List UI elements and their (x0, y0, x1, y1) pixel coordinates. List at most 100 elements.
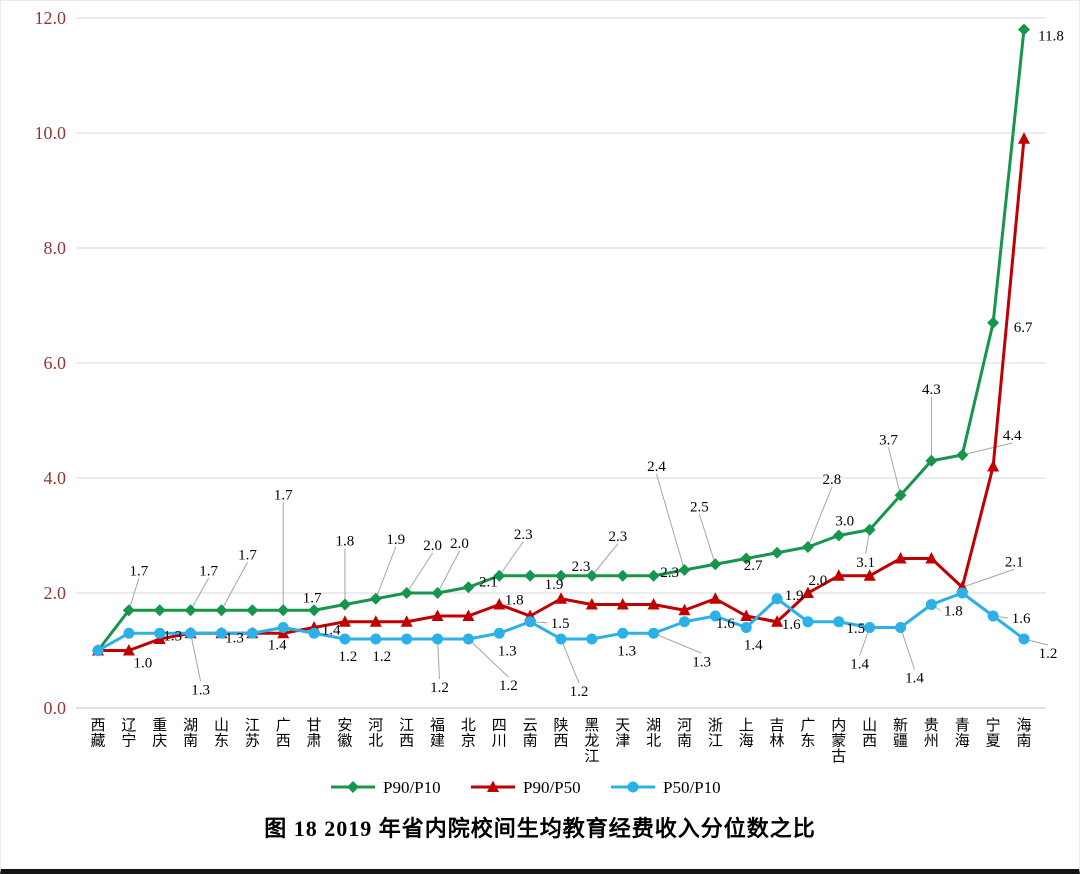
x-tick-label: 吉林 (770, 717, 785, 750)
x-tick-label: 广东 (800, 717, 815, 750)
data-label: 1.3 (617, 643, 636, 659)
data-label: 1.2 (339, 649, 358, 665)
data-label: 2.3 (572, 559, 591, 575)
data-label: 2.3 (660, 565, 679, 581)
label-leader-lines (128, 396, 1049, 684)
data-label: 1.8 (944, 604, 963, 620)
data-label: 2.0 (423, 538, 442, 554)
x-tick-label: 天津 (615, 718, 630, 750)
data-label: 1.9 (785, 588, 804, 604)
x-tick-label: 上海 (739, 717, 754, 750)
data-label: 1.7 (199, 563, 218, 579)
data-label: 1.6 (782, 617, 801, 633)
y-tick-label: 4.0 (44, 468, 67, 488)
data-label: 2.3 (608, 529, 627, 545)
x-tick-label: 河南 (677, 717, 692, 750)
series-p90-p10 (92, 23, 1030, 657)
data-label: 1.7 (129, 563, 148, 579)
data-label: 4.3 (922, 382, 941, 398)
x-tick-label: 甘肃 (307, 717, 322, 750)
data-label: 1.4 (850, 657, 869, 673)
data-label: 1.3 (225, 630, 244, 646)
data-label: 6.7 (1014, 320, 1033, 336)
data-label: 2.1 (479, 574, 498, 590)
x-tick-label: 新疆 (893, 717, 908, 750)
chart-legend: P90/P10 P90/P50 P50/P10 (331, 778, 721, 797)
x-tick-label: 云南 (523, 718, 538, 750)
data-label: 1.4 (744, 638, 763, 654)
data-label: 2.0 (450, 536, 469, 552)
data-label: 11.8 (1038, 29, 1064, 45)
x-tick-label: 内蒙古 (831, 717, 846, 765)
grid-lines (76, 17, 1046, 709)
x-tick-label: 山西 (862, 717, 877, 750)
data-label: 1.3 (163, 628, 182, 644)
x-tick-label: 辽宁 (121, 717, 136, 750)
y-tick-label: 8.0 (44, 238, 67, 258)
data-label: 1.5 (551, 616, 570, 632)
data-label: 2.4 (647, 459, 666, 475)
data-label: 1.3 (191, 682, 210, 698)
x-tick-label: 西藏 (90, 718, 105, 750)
y-tick-label: 0.0 (44, 698, 67, 718)
x-tick-label: 陕西 (553, 717, 568, 750)
x-tick-label: 山东 (214, 717, 229, 750)
x-tick-label: 河北 (368, 717, 383, 750)
data-label: 1.3 (692, 654, 711, 670)
x-tick-label: 宁夏 (986, 717, 1001, 750)
x-tick-label: 海南 (1016, 717, 1031, 750)
chart-canvas: 0.0 2.0 4.0 6.0 8.0 10.0 12.0 西藏辽宁重庆湖南山东江苏广西甘肃安… (35, 8, 1064, 797)
x-tick-label: 广西 (276, 717, 291, 750)
x-tick-label: 浙江 (708, 717, 723, 750)
figure-caption: 图 18 2019 年省内院校间生均教育经费收入分位数之比 (264, 816, 816, 841)
x-tick-label: 江苏 (245, 717, 260, 750)
data-label: 1.8 (336, 534, 355, 550)
point-labels: 1.7 1.7 1.7 1.7 1.7 1.8 1.9 2.0 2.0 2.1 2.3 2.3 2.3 2… (129, 29, 1063, 701)
data-label: 1.7 (274, 487, 293, 503)
legend-item-p50-p10: P50/P10 (611, 778, 721, 797)
x-tick-label: 湖南 (183, 717, 198, 750)
percentile-ratio-line-chart: 0.0 2.0 4.0 6.0 8.0 10.0 12.0 西藏 辽宁 重庆 湖南 山东 江苏 广西 甘肃安… (1, 1, 1079, 843)
data-label: 2.8 (823, 472, 842, 488)
data-label: 2.1 (1005, 554, 1024, 570)
data-label: 2.0 (809, 573, 828, 589)
data-label: 1.2 (499, 678, 518, 694)
data-label: 1.4 (905, 671, 924, 687)
data-label: 1.7 (238, 547, 257, 563)
x-tick-label: 青海 (955, 717, 970, 750)
x-tick-label: 福建 (430, 717, 445, 750)
legend-label: P90/P10 (383, 778, 441, 797)
data-label: 4.4 (1003, 428, 1022, 444)
series-p50-p10 (92, 587, 1030, 656)
data-label: 1.4 (268, 638, 287, 654)
legend-label: P90/P50 (523, 778, 581, 797)
x-tick-label: 四川 (492, 718, 507, 750)
y-tick-label: 6.0 (44, 353, 67, 373)
data-label: 1.3 (498, 643, 517, 659)
x-tick-label: 重庆 (152, 717, 167, 750)
y-axis-labels: 0.0 2.0 4.0 6.0 8.0 10.0 12.0 (35, 8, 67, 718)
legend-item-p90-p10: P90/P10 (331, 778, 441, 797)
data-label: 1.6 (1012, 611, 1031, 627)
data-label: 1.0 (133, 656, 152, 672)
data-label: 2.7 (744, 558, 763, 574)
y-tick-label: 10.0 (35, 123, 67, 143)
data-label: 1.5 (846, 621, 865, 637)
data-label: 1.2 (1039, 646, 1058, 662)
data-label: 1.6 (716, 616, 735, 632)
data-label: 3.0 (835, 514, 854, 530)
data-label: 1.2 (430, 680, 449, 696)
data-label: 2.5 (690, 499, 709, 515)
data-label: 2.3 (514, 527, 533, 543)
x-tick-label: 贵州 (924, 717, 939, 750)
data-label: 1.2 (372, 649, 391, 665)
legend-label: P50/P10 (663, 778, 721, 797)
data-label: 1.7 (303, 590, 322, 606)
data-label: 1.8 (505, 593, 524, 609)
data-label: 3.7 (879, 432, 898, 448)
x-tick-label: 湖北 (646, 717, 661, 750)
y-tick-label: 12.0 (35, 8, 67, 28)
x-tick-label: 安徽 (337, 717, 352, 750)
